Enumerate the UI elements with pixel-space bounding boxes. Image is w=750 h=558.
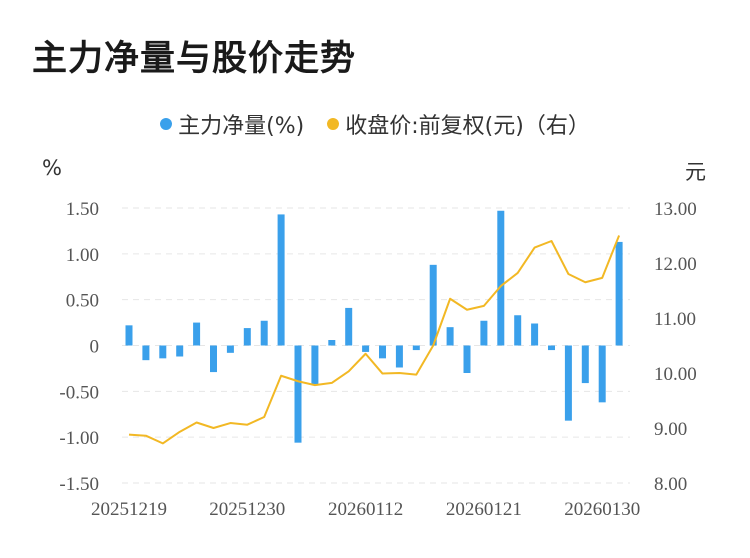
bar xyxy=(294,345,302,443)
bar xyxy=(514,315,522,346)
bar xyxy=(193,322,201,346)
bar xyxy=(615,241,623,346)
x-axis-tick-label: 20251219 xyxy=(91,499,167,520)
bar xyxy=(210,345,217,373)
right-axis-tick-label: 10.00 xyxy=(654,364,697,385)
right-axis-tick-label: 8.00 xyxy=(654,474,687,495)
left-axis-tick-label: -1.50 xyxy=(59,474,99,495)
x-axis-tick-label: 20260121 xyxy=(446,499,522,520)
legend-dot-icon xyxy=(327,118,340,130)
bar xyxy=(328,340,336,346)
bar xyxy=(480,320,488,346)
bar xyxy=(260,320,268,346)
right-axis-tick-label: 11.00 xyxy=(654,309,696,330)
right-axis-tick-label: 9.00 xyxy=(654,419,687,440)
bar xyxy=(446,327,454,346)
right-axis-unit: 元 xyxy=(685,160,706,184)
left-axis-unit: % xyxy=(42,156,62,180)
bar xyxy=(125,325,133,346)
bar xyxy=(345,307,353,346)
bar xyxy=(142,345,150,361)
left-axis-tick-label: 0 xyxy=(90,337,100,358)
bar xyxy=(531,323,539,346)
bar xyxy=(159,345,167,359)
left-axis-tick-label: 1.00 xyxy=(66,245,99,266)
bar xyxy=(311,345,319,384)
bar xyxy=(277,214,285,346)
bar xyxy=(243,328,251,346)
bar xyxy=(463,345,471,373)
x-axis-tick-label: 20260112 xyxy=(328,499,403,520)
left-axis-tick-label: 1.50 xyxy=(66,199,99,220)
bar xyxy=(548,345,555,351)
left-axis-tick-label: 0.50 xyxy=(66,291,99,312)
legend: 主力净量(%) 收盘价:前复权(元)（右） xyxy=(0,108,750,140)
left-axis-tick-label: -0.50 xyxy=(59,382,99,403)
chart-title: 主力净量与股价走势 xyxy=(32,39,357,79)
right-axis-tick-label: 12.00 xyxy=(654,254,697,275)
bar xyxy=(379,345,386,359)
legend-item-close-price[interactable]: 收盘价:前复权(元)（右） xyxy=(327,108,590,140)
bar xyxy=(395,345,403,368)
bar xyxy=(412,345,420,351)
right-axis-tick-label: 13.00 xyxy=(654,199,697,220)
legend-item-net-volume[interactable]: 主力净量(%) xyxy=(160,108,304,140)
bar xyxy=(581,345,589,384)
x-axis-tick-label: 20260130 xyxy=(564,499,640,520)
bar xyxy=(226,345,234,353)
bar xyxy=(598,345,606,403)
bar xyxy=(362,345,370,352)
x-axis-tick-label: 20251230 xyxy=(209,499,285,520)
bar xyxy=(497,210,505,346)
legend-label: 收盘价:前复权(元)（右） xyxy=(345,114,590,139)
bar xyxy=(429,264,437,346)
legend-dot-icon xyxy=(160,118,173,130)
legend-label: 主力净量(%) xyxy=(178,114,305,139)
left-axis-tick-label: -1.00 xyxy=(59,428,99,449)
bar xyxy=(564,345,572,421)
price-line xyxy=(128,235,621,445)
bar xyxy=(176,345,184,357)
